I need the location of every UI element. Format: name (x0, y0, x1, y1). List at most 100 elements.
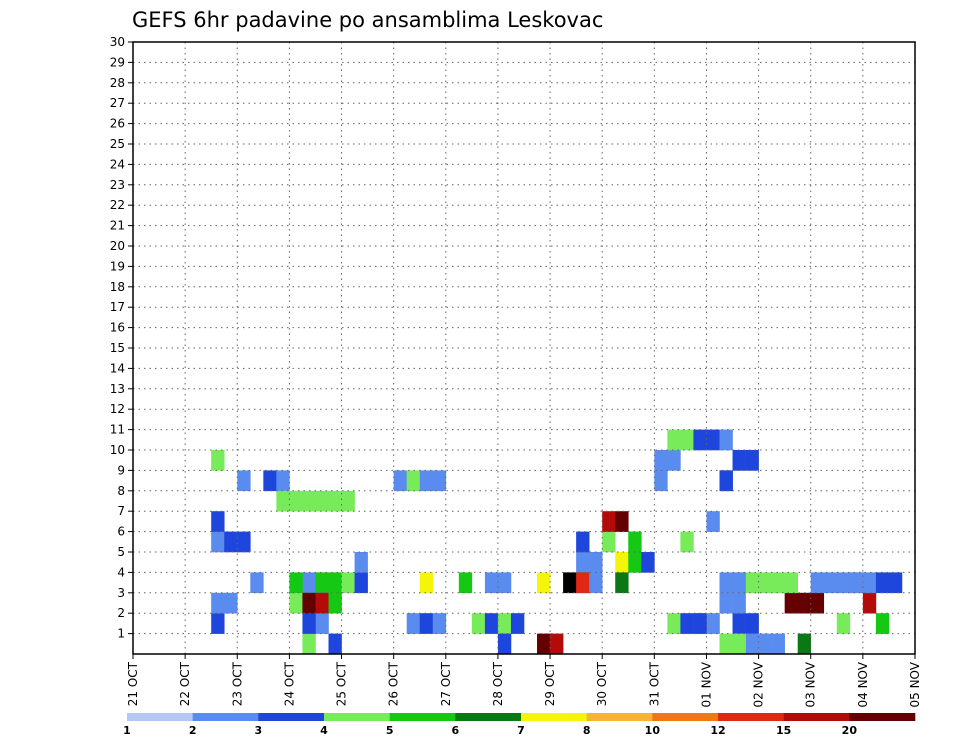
x-tick-label: 28 OCT (491, 661, 505, 706)
colorbar-swatch (849, 713, 916, 721)
heatmap-cell (784, 592, 798, 614)
heatmap-cell (693, 613, 707, 634)
heatmap-cell (276, 490, 290, 512)
y-tick-label: 27 (110, 96, 125, 110)
heatmap-cell (654, 450, 668, 471)
x-axis: 21 OCT 22 OCT 23 OCT 24 OCT 25 OCT 26 OCT 27 O… (126, 654, 922, 708)
heatmap-cell (211, 613, 225, 634)
y-tick-label: 23 (110, 178, 125, 192)
heatmap-cells (211, 429, 903, 655)
heatmap-cell (771, 633, 785, 655)
colorbar-swatch (258, 713, 325, 721)
y-tick-label: 5 (117, 545, 125, 559)
colorbar-label: 10 (645, 724, 661, 737)
heatmap-cell (289, 572, 303, 594)
y-tick-label: 28 (110, 76, 125, 90)
x-tick-label: 24 OCT (282, 661, 296, 706)
heatmap-cell (302, 490, 316, 512)
grid-lines (132, 41, 916, 654)
heatmap-cell (289, 592, 303, 614)
y-tick-label: 20 (110, 239, 125, 253)
x-tick-label: 25 OCT (335, 661, 349, 706)
heatmap-cell (797, 633, 812, 655)
heatmap-cell (576, 572, 590, 594)
heatmap-cell (341, 572, 355, 594)
heatmap-cell (849, 572, 864, 594)
y-tick-label: 7 (117, 504, 125, 518)
heatmap-cell (706, 511, 720, 532)
heatmap-cell (315, 490, 329, 512)
colorbar-label: 2 (189, 724, 197, 737)
heatmap-cell (706, 429, 720, 451)
heatmap-cell (589, 572, 603, 594)
heatmap-cell (680, 429, 694, 451)
heatmap-cell (875, 572, 890, 594)
heatmap-cell (667, 613, 681, 634)
heatmap-cell (693, 429, 707, 451)
heatmap-cell (732, 633, 746, 655)
heatmap-cell (276, 470, 290, 492)
heatmap-cell (810, 592, 825, 614)
x-tick-label: 21 OCT (126, 661, 140, 706)
heatmap-cell (680, 613, 694, 634)
heatmap-cell (484, 613, 499, 634)
x-tick-label: 03 NOV (804, 661, 818, 707)
y-tick-label: 8 (117, 484, 125, 498)
heatmap-cell (745, 613, 759, 634)
y-tick-label: 30 (110, 35, 125, 49)
heatmap-cell (328, 633, 342, 655)
y-tick-label: 14 (110, 361, 125, 375)
heatmap-cell (432, 470, 447, 492)
heatmap-cell (419, 572, 434, 594)
y-tick-label: 25 (110, 137, 125, 151)
colorbar-swatch (455, 713, 522, 721)
heatmap-cell (576, 531, 590, 553)
x-tick-label: 22 OCT (178, 661, 192, 706)
heatmap-cell (302, 572, 316, 594)
heatmap-cell (615, 552, 629, 573)
heatmap-cell (732, 572, 746, 594)
heatmap-cell (719, 429, 733, 451)
heatmap-cell (263, 470, 277, 492)
y-tick-label: 9 (117, 463, 125, 477)
heatmap-cell (471, 613, 486, 634)
colorbar-swatch (652, 713, 719, 721)
colorbar-label: 7 (517, 724, 525, 737)
y-tick-label: 3 (117, 586, 125, 600)
heatmap-cell (641, 552, 655, 573)
heatmap-cell (576, 552, 590, 573)
y-tick-label: 11 (110, 423, 125, 437)
heatmap-cell (510, 613, 525, 634)
heatmap-cell (745, 572, 759, 594)
heatmap-cell (797, 592, 812, 614)
colorbar-label: 4 (320, 724, 328, 737)
colorbar-label: 1 (123, 724, 131, 737)
heatmap-cell (667, 429, 681, 451)
y-tick-label: 16 (110, 321, 125, 335)
heatmap-cell (406, 613, 421, 634)
y-axis: 1234567891011121314151617181920212223242… (110, 35, 133, 641)
heatmap-cell (771, 572, 785, 594)
heatmap-cell (302, 633, 316, 655)
heatmap-cell (484, 572, 499, 594)
colorbar-swatch (586, 713, 653, 721)
heatmap-cell (654, 470, 668, 492)
heatmap-cell (589, 552, 603, 573)
heatmap-cell (302, 592, 316, 614)
heatmap-cell (250, 572, 264, 594)
heatmap-cell (667, 450, 681, 471)
heatmap-cell (211, 511, 225, 532)
colorbar-label: 5 (386, 724, 394, 737)
x-tick-label: 23 OCT (230, 661, 244, 706)
heatmap-cell (328, 592, 342, 614)
heatmap-cell (497, 572, 512, 594)
heatmap-cell (315, 572, 329, 594)
heatmap-cell (875, 613, 890, 634)
colorbar-label: 6 (452, 724, 460, 737)
heatmap-cell (888, 572, 903, 594)
colorbar-swatch (521, 713, 587, 721)
heatmap-cell (862, 592, 877, 614)
heatmap-cell (537, 572, 551, 594)
heatmap-cell (719, 633, 733, 655)
